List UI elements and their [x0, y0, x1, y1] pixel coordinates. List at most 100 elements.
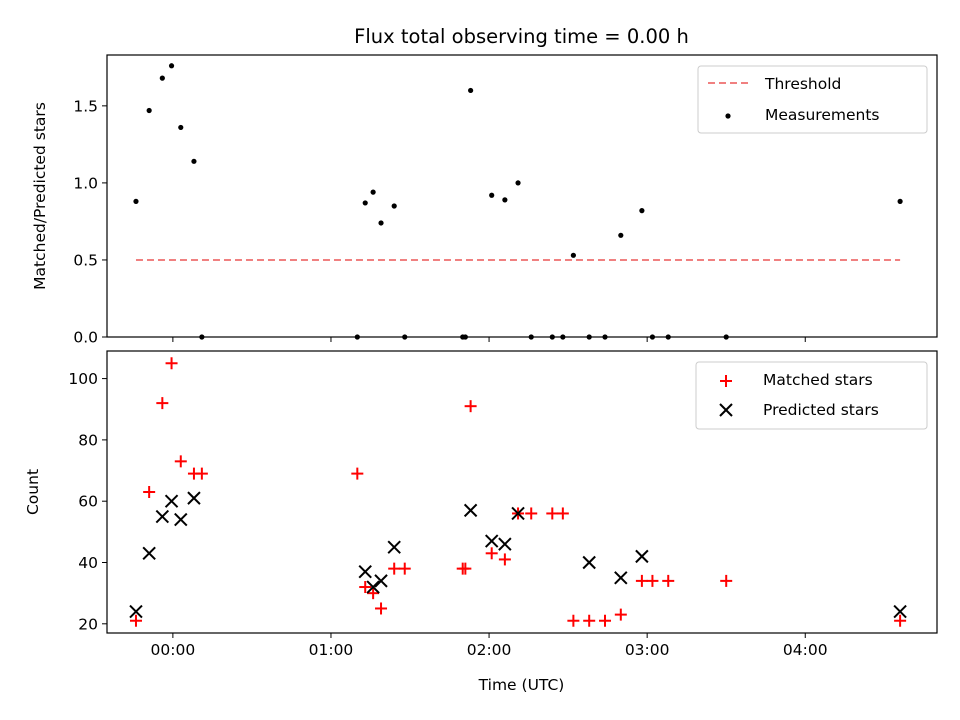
x-tick-label: 04:00	[783, 641, 828, 659]
predicted-star-point	[387, 540, 401, 554]
bottom-y-axis: 20 40 60 80 100	[68, 370, 107, 633]
measurement-point	[489, 192, 495, 198]
measurement-point	[502, 197, 508, 203]
matched-star-point	[646, 574, 659, 587]
predicted-star-point	[164, 494, 179, 508]
measurement-point	[191, 158, 197, 164]
matched-star-point	[143, 486, 156, 498]
predicted-star-point	[366, 580, 380, 594]
measurement-point	[639, 208, 645, 214]
y-tick-label: 100	[68, 370, 98, 388]
legend-threshold-label: Threshold	[764, 75, 841, 93]
legend-predicted-swatch	[719, 403, 733, 417]
bottom-panel: 20 40 60 80 100 00:00 01:00 02:00 03:00 04:00 Co…	[24, 350, 938, 694]
matched-star-point	[359, 581, 372, 594]
predicted-star-point	[893, 604, 907, 619]
top-y-axis: 0.0 0.5 1.0 1.5	[73, 97, 107, 347]
matched-star-point	[165, 357, 178, 370]
y-tick-label: 0.5	[73, 251, 98, 269]
y-tick-label: 1.5	[73, 97, 98, 115]
y-tick-label: 20	[78, 615, 98, 633]
matched-star-point	[525, 507, 538, 520]
y-tick-label: 0.0	[73, 329, 98, 347]
top-x-axis	[172, 337, 806, 342]
predicted-star-point	[635, 549, 649, 564]
predicted-star-point	[484, 534, 499, 548]
matched-star-point	[546, 507, 559, 520]
bottom-x-axis: 00:00 01:00 02:00 03:00 04:00	[151, 633, 828, 659]
measurement-point	[570, 252, 576, 258]
measurement-point	[370, 189, 376, 195]
legend-measurements-label: Measurements	[765, 106, 880, 124]
legend-measurements-swatch	[725, 113, 731, 119]
matched-star-point	[485, 547, 498, 560]
measurement-point	[168, 63, 175, 69]
predicted-star-point	[142, 546, 156, 561]
matched-star-point	[583, 614, 596, 627]
predicted-star-point	[129, 604, 143, 619]
top-legend-box	[697, 65, 928, 134]
measurement-point	[133, 198, 139, 204]
x-tick-label: 02:00	[467, 641, 512, 659]
chart-title: Flux total observing time = 0.00 h	[354, 25, 689, 48]
y-tick-label: 80	[78, 431, 98, 449]
predicted-star-point	[614, 571, 628, 585]
y-tick-label: 40	[78, 554, 98, 572]
top-panel: 0.0 0.5 1.0 1.5 Matched/Predicted stars Thr…	[31, 54, 938, 347]
matched-star-point	[398, 562, 411, 575]
x-tick-label: 03:00	[625, 641, 670, 659]
matched-star-point	[599, 614, 611, 627]
matched-star-point	[614, 608, 627, 621]
measurement-point	[362, 200, 368, 206]
measurement-point	[515, 180, 521, 186]
matched-star-point	[894, 614, 907, 627]
predicted-star-point	[174, 512, 188, 527]
top-data-marks	[133, 63, 903, 340]
measurement-point	[378, 220, 384, 226]
measurement-point	[159, 75, 165, 81]
predicted-star-point	[463, 503, 478, 518]
matched-star-point	[459, 562, 472, 575]
measurement-point	[468, 87, 474, 94]
bottom-legend-box	[695, 361, 928, 430]
bottom-legend: Matched stars Predicted stars	[695, 361, 928, 430]
matched-star-point	[129, 614, 142, 627]
x-tick-label: 01:00	[309, 641, 354, 659]
predicted-star-point	[498, 537, 512, 551]
predicted-star-point	[187, 491, 201, 505]
top-legend: Threshold Measurements	[697, 65, 928, 134]
predicted-star-point	[155, 509, 170, 524]
legend-matched-swatch	[720, 375, 732, 387]
measurement-point	[618, 232, 624, 238]
matched-star-point	[195, 467, 208, 480]
predicted-star-point	[358, 564, 372, 579]
measurement-point	[897, 198, 903, 204]
matched-star-point	[388, 562, 401, 575]
predicted-star-point	[582, 555, 596, 570]
matched-star-point	[720, 574, 733, 587]
bottom-data-marks	[129, 357, 907, 627]
matched-star-point	[556, 507, 569, 520]
x-axis-label: Time (UTC)	[478, 676, 565, 694]
matched-star-point	[375, 602, 388, 615]
matched-star-point	[498, 553, 511, 566]
bottom-y-axis-label: Count	[24, 469, 42, 515]
matched-star-point	[464, 400, 477, 413]
matched-star-point	[174, 455, 187, 468]
matched-star-point	[662, 574, 675, 587]
y-tick-label: 1.0	[73, 174, 98, 192]
x-tick-label: 00:00	[151, 641, 196, 659]
measurement-point	[146, 107, 152, 114]
top-y-axis-label: Matched/Predicted stars	[31, 102, 49, 290]
matched-star-point	[156, 397, 169, 410]
matched-star-point	[351, 467, 364, 480]
top-plot-frame	[106, 54, 938, 338]
legend-matched-label: Matched stars	[763, 371, 873, 389]
matched-star-point	[635, 574, 648, 587]
predicted-star-point	[511, 506, 525, 521]
bottom-plot-frame	[106, 350, 938, 634]
legend-predicted-label: Predicted stars	[763, 401, 879, 419]
y-tick-label: 60	[78, 493, 98, 511]
predicted-star-point	[374, 574, 388, 588]
